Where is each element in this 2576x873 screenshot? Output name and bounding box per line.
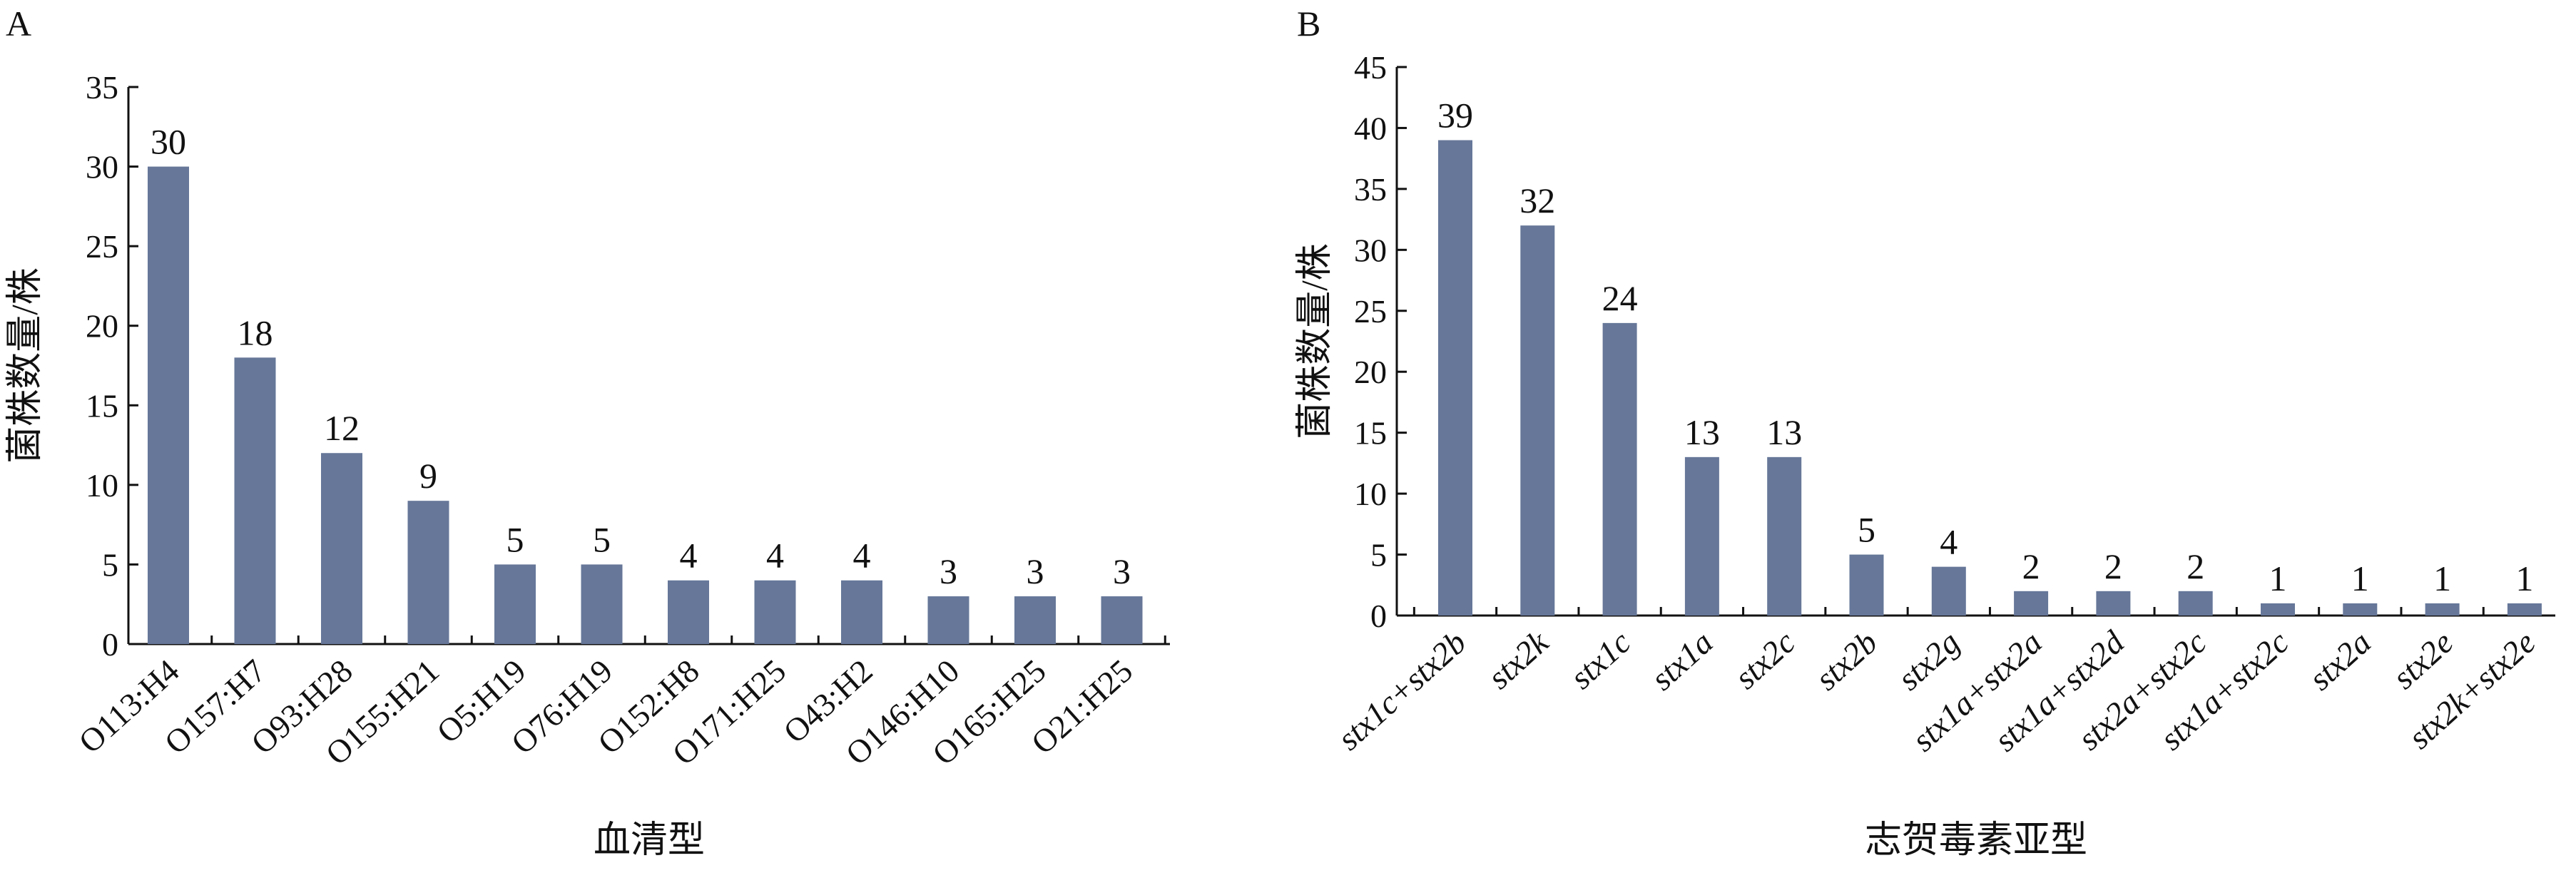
y-tick-label-b: 40 xyxy=(1354,110,1387,146)
y-tick-label-a: 20 xyxy=(86,308,118,344)
category-label-b: stx2k xyxy=(1481,623,1557,695)
bar-b xyxy=(2425,603,2460,616)
y-tick-label-a: 30 xyxy=(86,149,118,185)
y-tick-label-b: 0 xyxy=(1370,598,1387,634)
data-label-a: 3 xyxy=(940,551,957,591)
category-label-b: stx1c+stx2b xyxy=(1330,624,1473,757)
y-tick-label-b: 45 xyxy=(1354,49,1387,86)
data-label-a: 5 xyxy=(593,519,611,559)
y-tick-label-b: 35 xyxy=(1354,171,1387,208)
y-tick-label-b: 20 xyxy=(1354,354,1387,390)
y-tick-label-a: 10 xyxy=(86,467,118,504)
bar-b xyxy=(2507,603,2542,616)
bar-a xyxy=(1014,596,1056,644)
data-label-b: 1 xyxy=(2433,558,2451,598)
data-label-b: 4 xyxy=(1940,522,1958,562)
bar-b xyxy=(2014,591,2049,616)
bar-b xyxy=(1849,554,1884,616)
data-label-b: 13 xyxy=(1766,412,1802,452)
category-label-b: stx2c xyxy=(1728,624,1802,696)
data-label-b: 2 xyxy=(2022,546,2040,586)
data-label-a: 3 xyxy=(1113,551,1131,591)
y-axis-title-b: 菌株数量/株 xyxy=(1295,243,1335,439)
data-label-a: 9 xyxy=(419,456,437,496)
bar-a xyxy=(234,357,276,644)
y-axis-title-a: 菌株数量/株 xyxy=(5,267,46,463)
y-tick-label-a: 15 xyxy=(86,387,118,424)
bar-b xyxy=(1767,456,1802,616)
x-axis-title-b: 志贺毒素亚型 xyxy=(1865,820,2087,861)
bar-a xyxy=(581,564,623,644)
bar-a xyxy=(668,580,709,644)
x-axis-title-a: 血清型 xyxy=(594,820,705,861)
y-tick-label-b: 25 xyxy=(1354,293,1387,330)
y-tick-label-a: 0 xyxy=(102,626,118,663)
bar-a xyxy=(494,564,536,644)
y-tick-label-b: 10 xyxy=(1354,476,1387,512)
data-label-a: 4 xyxy=(853,536,871,576)
data-label-b: 2 xyxy=(2186,546,2204,586)
bar-b xyxy=(1438,140,1472,616)
bar-a xyxy=(407,501,449,644)
data-label-b: 39 xyxy=(1437,96,1473,136)
y-tick-label-a: 35 xyxy=(86,69,118,106)
bar-a xyxy=(927,596,969,644)
category-label-b: stx1a xyxy=(1644,624,1719,698)
bar-a xyxy=(148,166,189,645)
bar-a xyxy=(841,580,882,644)
bar-b xyxy=(1602,322,1637,616)
bar-b xyxy=(1520,225,1555,616)
bar-b xyxy=(2096,591,2131,616)
bar-a xyxy=(1101,596,1143,644)
data-label-b: 13 xyxy=(1684,412,1720,452)
y-tick-label-b: 5 xyxy=(1370,537,1387,573)
data-label-b: 2 xyxy=(2104,546,2122,586)
data-label-a: 3 xyxy=(1027,551,1044,591)
data-label-b: 32 xyxy=(1519,180,1555,220)
bar-b xyxy=(2261,603,2295,616)
data-label-b: 1 xyxy=(2515,558,2533,598)
category-label-b: stx1c xyxy=(1563,624,1637,696)
category-label-b: stx2a xyxy=(2302,624,2378,698)
data-label-b: 5 xyxy=(1858,510,1875,550)
y-tick-label-a: 25 xyxy=(86,228,118,265)
data-label-a: 18 xyxy=(238,312,273,352)
data-label-a: 5 xyxy=(506,519,524,559)
data-label-b: 1 xyxy=(2351,558,2369,598)
y-tick-label-b: 30 xyxy=(1354,232,1387,268)
data-label-b: 24 xyxy=(1602,278,1638,318)
bar-b xyxy=(1931,566,1966,616)
bar-b xyxy=(2178,591,2213,616)
bar-a xyxy=(754,580,796,644)
data-label-a: 12 xyxy=(324,408,360,448)
data-label-b: 1 xyxy=(2269,558,2287,598)
panel-a-letter: A xyxy=(6,4,31,44)
bar-b xyxy=(2343,603,2378,616)
y-tick-label-b: 15 xyxy=(1354,415,1387,451)
category-label-b: stx2b xyxy=(1808,624,1884,698)
panel-b-letter: B xyxy=(1297,4,1320,44)
bar-a xyxy=(321,453,362,644)
data-label-a: 4 xyxy=(766,536,784,576)
bar-b xyxy=(1684,456,1719,616)
y-tick-label-a: 5 xyxy=(102,546,118,583)
data-label-a: 4 xyxy=(680,536,698,576)
data-label-a: 30 xyxy=(151,122,186,162)
